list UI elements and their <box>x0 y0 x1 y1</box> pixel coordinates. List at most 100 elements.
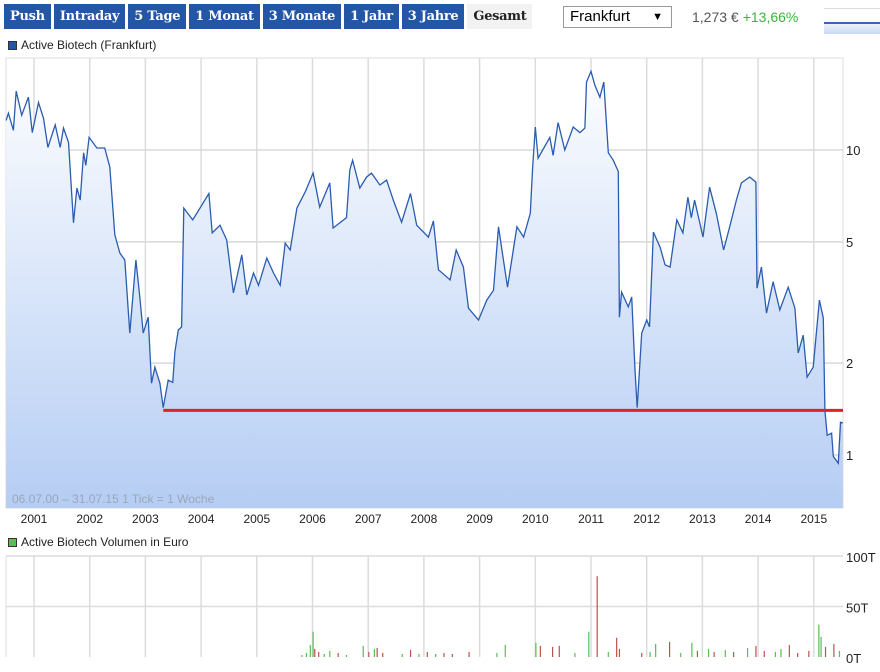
x-tick-label: 2001 <box>21 512 48 526</box>
y-tick-label: 10 <box>846 143 860 158</box>
y-tick-label: 1 <box>846 448 853 463</box>
x-tick-label: 2012 <box>633 512 660 526</box>
volume-bar <box>797 652 799 657</box>
volume-bar <box>496 652 498 657</box>
volume-bar <box>401 653 403 657</box>
volume-bar <box>696 650 699 657</box>
price-area-fill <box>6 71 843 509</box>
x-tick-label: 2005 <box>243 512 270 526</box>
timeframe-button-intraday[interactable]: Intraday <box>53 4 126 29</box>
volume-bar <box>314 648 316 657</box>
volume-bar <box>574 652 576 657</box>
timeframe-toolbar: Push Intraday 5 Tage 1 Monat 3 Monate 1 Jahr 3… <box>4 4 533 29</box>
volume-bar <box>649 651 651 657</box>
volume-bar <box>724 649 726 657</box>
chart-thumbnail[interactable] <box>824 8 880 34</box>
timeframe-button-5-tage[interactable]: 5 Tage <box>128 4 187 29</box>
timeframe-button-1-jahr[interactable]: 1 Jahr <box>344 4 399 29</box>
volume-tick-label: 100T <box>846 550 876 565</box>
volume-bar <box>373 648 375 657</box>
timeframe-button-push[interactable]: Push <box>4 4 51 29</box>
volume-bar <box>539 645 541 657</box>
x-tick-label: 2007 <box>355 512 382 526</box>
x-tick-label: 2015 <box>800 512 827 526</box>
volume-bar <box>607 651 609 657</box>
y-tick-label: 2 <box>846 356 853 371</box>
x-tick-label: 2008 <box>411 512 438 526</box>
volume-bar <box>680 652 682 657</box>
volume-legend-label: Active Biotech Volumen in Euro <box>21 535 189 549</box>
volume-bar <box>309 644 311 657</box>
volume-bar <box>305 652 308 657</box>
volume-bar <box>838 650 841 657</box>
volume-bar <box>833 643 835 657</box>
exchange-select[interactable]: Frankfurt ▼ <box>563 6 672 28</box>
volume-bar <box>426 651 428 657</box>
volume-bar <box>376 647 378 657</box>
volume-bar <box>824 646 827 657</box>
volume-bar <box>301 654 303 657</box>
volume-bar <box>746 647 749 657</box>
timeframe-button-3-jahre[interactable]: 3 Jahre <box>401 4 465 29</box>
price-legend: Active Biotech (Frankfurt) <box>8 38 156 52</box>
x-tick-label: 2004 <box>188 512 215 526</box>
volume-bar <box>780 648 782 657</box>
last-price: 1,273 € <box>692 9 739 25</box>
volume-bar <box>618 648 621 657</box>
x-tick-label: 2002 <box>76 512 103 526</box>
volume-bar <box>323 653 325 657</box>
volume-bar <box>451 653 453 657</box>
volume-bar <box>733 651 735 657</box>
volume-grid <box>5 555 843 657</box>
dropdown-arrow-icon: ▼ <box>652 11 663 23</box>
volume-bar <box>435 653 437 657</box>
volume-axis-labels: 100T 50T 0T <box>846 550 876 666</box>
volume-bar <box>820 636 822 657</box>
volume-bar <box>655 643 657 657</box>
volume-tick-label: 0T <box>846 651 861 666</box>
volume-bar <box>535 642 537 657</box>
volume-bar <box>443 652 445 657</box>
y-tick-label: 5 <box>846 235 853 250</box>
volume-bar <box>312 631 314 657</box>
legend-square-icon <box>8 40 17 50</box>
volume-tick-label: 50T <box>846 601 868 616</box>
volume-bar <box>818 624 820 657</box>
volume-legend: Active Biotech Volumen in Euro <box>8 535 188 549</box>
volume-bar <box>409 649 412 657</box>
price-change: +13,66% <box>742 9 799 25</box>
timeframe-button-3-monate[interactable]: 3 Monate <box>262 4 342 29</box>
volume-bar <box>788 644 790 657</box>
x-tick-label: 2010 <box>522 512 549 526</box>
volume-bar <box>755 645 757 657</box>
volume-bar <box>368 651 370 657</box>
x-tick-label: 2009 <box>466 512 493 526</box>
volume-bar <box>362 645 364 657</box>
volume-bar <box>774 651 777 657</box>
volume-bar <box>691 642 693 657</box>
x-tick-label: 2011 <box>578 512 604 526</box>
volume-bar <box>558 645 560 657</box>
x-tick-label: 2003 <box>132 512 159 526</box>
volume-bar <box>504 644 506 657</box>
volume-bar <box>345 654 348 657</box>
y-axis-labels: 10 5 2 1 <box>846 143 860 463</box>
volume-bar <box>713 651 715 657</box>
volume-bar <box>382 652 384 657</box>
volume-bar <box>596 576 598 657</box>
volume-bar <box>337 652 339 657</box>
volume-bar <box>468 651 470 657</box>
timeframe-button-1-monat[interactable]: 1 Monat <box>189 4 260 29</box>
volume-bar <box>641 652 643 657</box>
volume-bar <box>418 653 420 657</box>
price-legend-label: Active Biotech (Frankfurt) <box>21 38 157 52</box>
x-axis-labels: 2001 2002 2003 2004 2005 2006 2007 2008 2009 2010… <box>21 512 828 526</box>
volume-bars <box>301 576 841 657</box>
volume-bar <box>763 650 765 657</box>
volume-bar <box>552 646 554 657</box>
legend-square-icon <box>8 537 17 547</box>
x-tick-label: 2013 <box>689 512 716 526</box>
timeframe-button-gesamt[interactable]: Gesamt <box>467 4 533 29</box>
x-tick-label: 2014 <box>745 512 772 526</box>
